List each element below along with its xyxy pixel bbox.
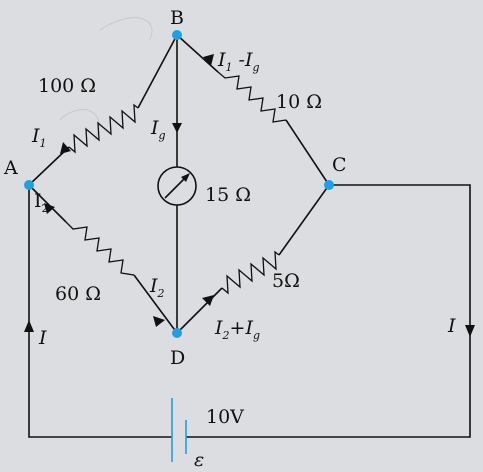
arrow-i-right — [465, 325, 475, 337]
node-c — [324, 180, 334, 190]
label-resistor-bc: 10 Ω — [276, 91, 322, 113]
label-resistor-ad: 60 Ω — [55, 283, 101, 305]
label-ig: Ig — [150, 117, 166, 142]
resistor-dc — [176, 184, 330, 334]
label-battery-emf: ε — [194, 449, 204, 471]
label-galvanometer-resistance: 15 Ω — [205, 184, 251, 206]
left-return-wire — [28, 185, 172, 438]
node-a — [24, 180, 34, 190]
arrow-i1-ig — [203, 54, 214, 66]
label-i2-plus-ig: I2+Ig — [214, 317, 260, 342]
label-i-left: I — [38, 327, 47, 349]
resistor-ad — [28, 184, 178, 334]
galvanometer-needle — [164, 176, 187, 199]
arrow-i2-ig — [202, 295, 214, 306]
label-i2-d: I2 — [149, 275, 165, 300]
label-node-d: D — [170, 347, 185, 369]
arrow-i2-d — [153, 316, 165, 327]
label-node-c: C — [332, 154, 347, 176]
node-b — [172, 30, 182, 40]
label-i1: I1 — [31, 125, 47, 150]
arrow-i1 — [60, 142, 71, 154]
right-return-wire — [186, 184, 471, 438]
arrow-i-left — [24, 320, 34, 332]
label-i2: I2 — [34, 190, 49, 215]
label-i1-minus-ig: I1 -Ig — [217, 49, 260, 74]
arrow-i2 — [44, 203, 55, 214]
label-node-a: A — [3, 157, 18, 179]
label-i-right: I — [447, 315, 456, 337]
label-resistor-dc: 5Ω — [272, 270, 300, 292]
resistor-ab — [28, 34, 178, 186]
label-battery-voltage: 10V — [206, 406, 244, 428]
label-node-b: B — [170, 7, 184, 29]
label-resistor-ab: 100 Ω — [38, 75, 96, 97]
resistor-bc — [176, 34, 330, 186]
arrow-ig — [172, 123, 182, 133]
galvanometer-needle-head — [181, 173, 190, 182]
node-d — [172, 328, 182, 338]
